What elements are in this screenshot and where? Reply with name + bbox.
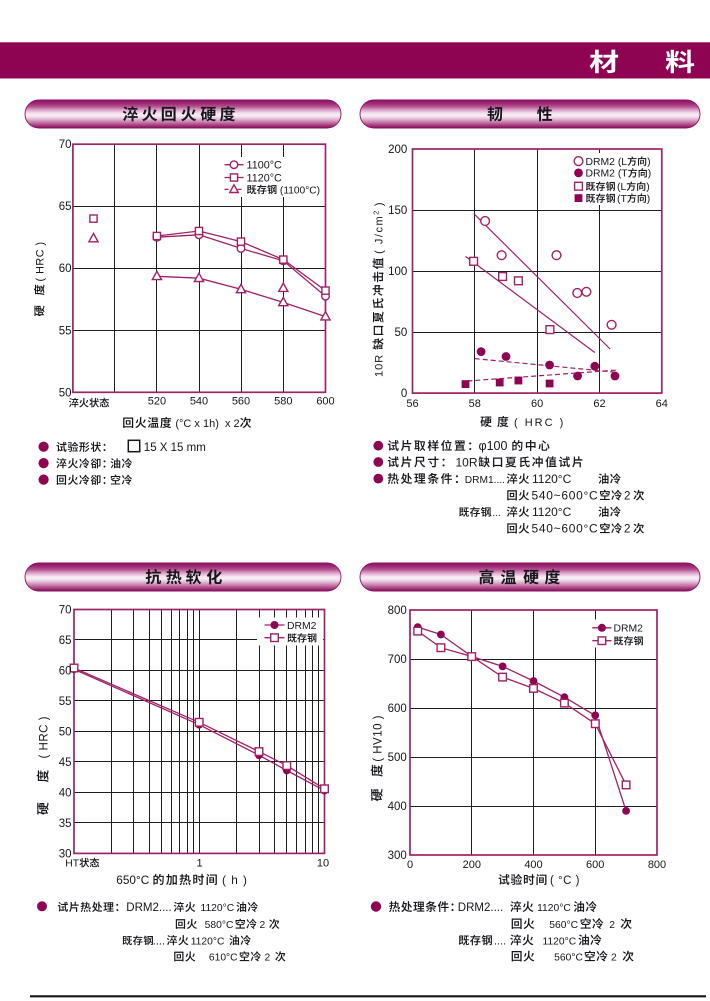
- svg-text:2: 2: [372, 211, 381, 215]
- svg-text:200: 200: [463, 859, 481, 871]
- svg-text:): ): [374, 201, 386, 211]
- svg-text:1120°C: 1120°C: [532, 505, 572, 519]
- svg-text:650°C: 650°C: [116, 873, 152, 887]
- svg-text:540: 540: [190, 396, 208, 408]
- svg-text:540~600°C: 540~600°C: [532, 488, 599, 502]
- svg-text:600: 600: [316, 396, 334, 408]
- svg-text:1120°C: 1120°C: [537, 903, 571, 914]
- svg-text:): ): [646, 182, 649, 193]
- svg-text:0: 0: [401, 388, 407, 400]
- svg-text:( HRC ): ( HRC ): [35, 241, 47, 281]
- svg-text:φ100: φ100: [479, 439, 508, 453]
- svg-text:DRM2....: DRM2....: [458, 902, 503, 914]
- svg-text:DRM2 (L: DRM2 (L: [586, 157, 628, 168]
- svg-text:64: 64: [656, 398, 668, 410]
- svg-text:1120°C: 1120°C: [200, 903, 234, 914]
- svg-text:70: 70: [59, 605, 72, 617]
- svg-text:10R: 10R: [374, 350, 386, 377]
- svg-text:58: 58: [469, 398, 481, 410]
- svg-text:40: 40: [59, 787, 72, 799]
- svg-text:600: 600: [388, 703, 407, 715]
- svg-text:( h ): ( h ): [222, 873, 248, 887]
- svg-text:0: 0: [407, 859, 413, 871]
- svg-text:60: 60: [59, 666, 72, 678]
- svg-text:DRM2: DRM2: [614, 624, 644, 635]
- svg-text:2: 2: [609, 920, 615, 931]
- svg-text:56: 56: [406, 398, 418, 410]
- svg-text:45: 45: [59, 757, 72, 769]
- svg-text:1120°C: 1120°C: [247, 172, 283, 184]
- svg-text:300: 300: [388, 850, 407, 862]
- svg-text:( J/cm: ( J/cm: [374, 215, 386, 254]
- svg-text:): ): [647, 157, 650, 168]
- svg-text:DRM2: DRM2: [287, 621, 317, 632]
- svg-text:....: ....: [489, 508, 500, 519]
- svg-text:60: 60: [531, 398, 543, 410]
- svg-text:60: 60: [59, 263, 72, 275]
- svg-text:400: 400: [524, 859, 542, 871]
- svg-text:800: 800: [388, 605, 407, 617]
- svg-text:): ): [647, 194, 650, 205]
- svg-text:1120°C: 1120°C: [542, 936, 576, 947]
- svg-text:....: ....: [153, 935, 165, 947]
- svg-text:1: 1: [196, 858, 202, 870]
- svg-text:55: 55: [59, 325, 72, 337]
- svg-text:2: 2: [624, 490, 630, 502]
- svg-text:55: 55: [59, 696, 72, 708]
- svg-text:70: 70: [59, 139, 72, 151]
- svg-text:500: 500: [388, 752, 407, 764]
- svg-text:560°C: 560°C: [549, 920, 578, 931]
- svg-text:10R: 10R: [456, 455, 478, 469]
- svg-text:50: 50: [59, 387, 72, 399]
- svg-text:1120°C: 1120°C: [191, 936, 225, 947]
- svg-text:(L: (L: [617, 182, 626, 193]
- svg-text:580°C: 580°C: [205, 920, 234, 931]
- svg-text:2: 2: [624, 524, 630, 536]
- svg-text:65: 65: [59, 201, 72, 213]
- svg-text:560: 560: [232, 396, 250, 408]
- svg-text:65: 65: [59, 635, 72, 647]
- svg-text:560°C: 560°C: [554, 953, 583, 964]
- svg-text:1100°C: 1100°C: [247, 160, 283, 172]
- svg-text:50: 50: [395, 327, 408, 339]
- svg-text:150: 150: [388, 205, 407, 217]
- svg-text:520: 520: [148, 396, 166, 408]
- svg-text:10: 10: [317, 858, 329, 870]
- svg-text:62: 62: [593, 398, 605, 410]
- svg-text:): ): [648, 169, 651, 180]
- svg-text:35: 35: [59, 818, 72, 830]
- svg-text:1120°C: 1120°C: [532, 472, 572, 486]
- svg-text:700: 700: [388, 654, 407, 666]
- svg-text:( °C ): ( °C ): [550, 875, 580, 887]
- svg-text:580: 580: [274, 396, 292, 408]
- svg-text:100: 100: [388, 266, 407, 278]
- svg-text:540~600°C: 540~600°C: [532, 522, 599, 536]
- svg-text:600: 600: [586, 859, 604, 871]
- svg-text:(°C x 1h) x 2: (°C x 1h) x 2: [172, 418, 239, 430]
- svg-text:610°C: 610°C: [209, 953, 238, 964]
- svg-text:(1100°C): (1100°C): [277, 185, 320, 196]
- svg-text:800: 800: [648, 859, 666, 871]
- svg-text:30: 30: [59, 848, 72, 860]
- svg-text:(T: (T: [617, 194, 627, 205]
- svg-text:DRM1....: DRM1....: [465, 475, 505, 486]
- svg-text:( HV10 ): ( HV10 ): [373, 715, 385, 762]
- svg-text:( HRC ): ( HRC ): [39, 716, 51, 758]
- svg-text:50: 50: [59, 727, 72, 739]
- svg-text:DRM2 (T: DRM2 (T: [586, 169, 629, 180]
- svg-text:( HRC ): ( HRC ): [514, 417, 565, 429]
- svg-text:2: 2: [611, 953, 617, 964]
- svg-text:DRM2....: DRM2....: [126, 902, 171, 914]
- svg-text:HT: HT: [65, 859, 80, 870]
- svg-text:2: 2: [265, 953, 271, 964]
- svg-text:2: 2: [260, 920, 266, 931]
- svg-text:200: 200: [388, 144, 407, 156]
- svg-text:400: 400: [388, 801, 407, 813]
- svg-text:....: ....: [494, 935, 506, 947]
- svg-text:15 X 15 mm: 15 X 15 mm: [144, 442, 206, 454]
